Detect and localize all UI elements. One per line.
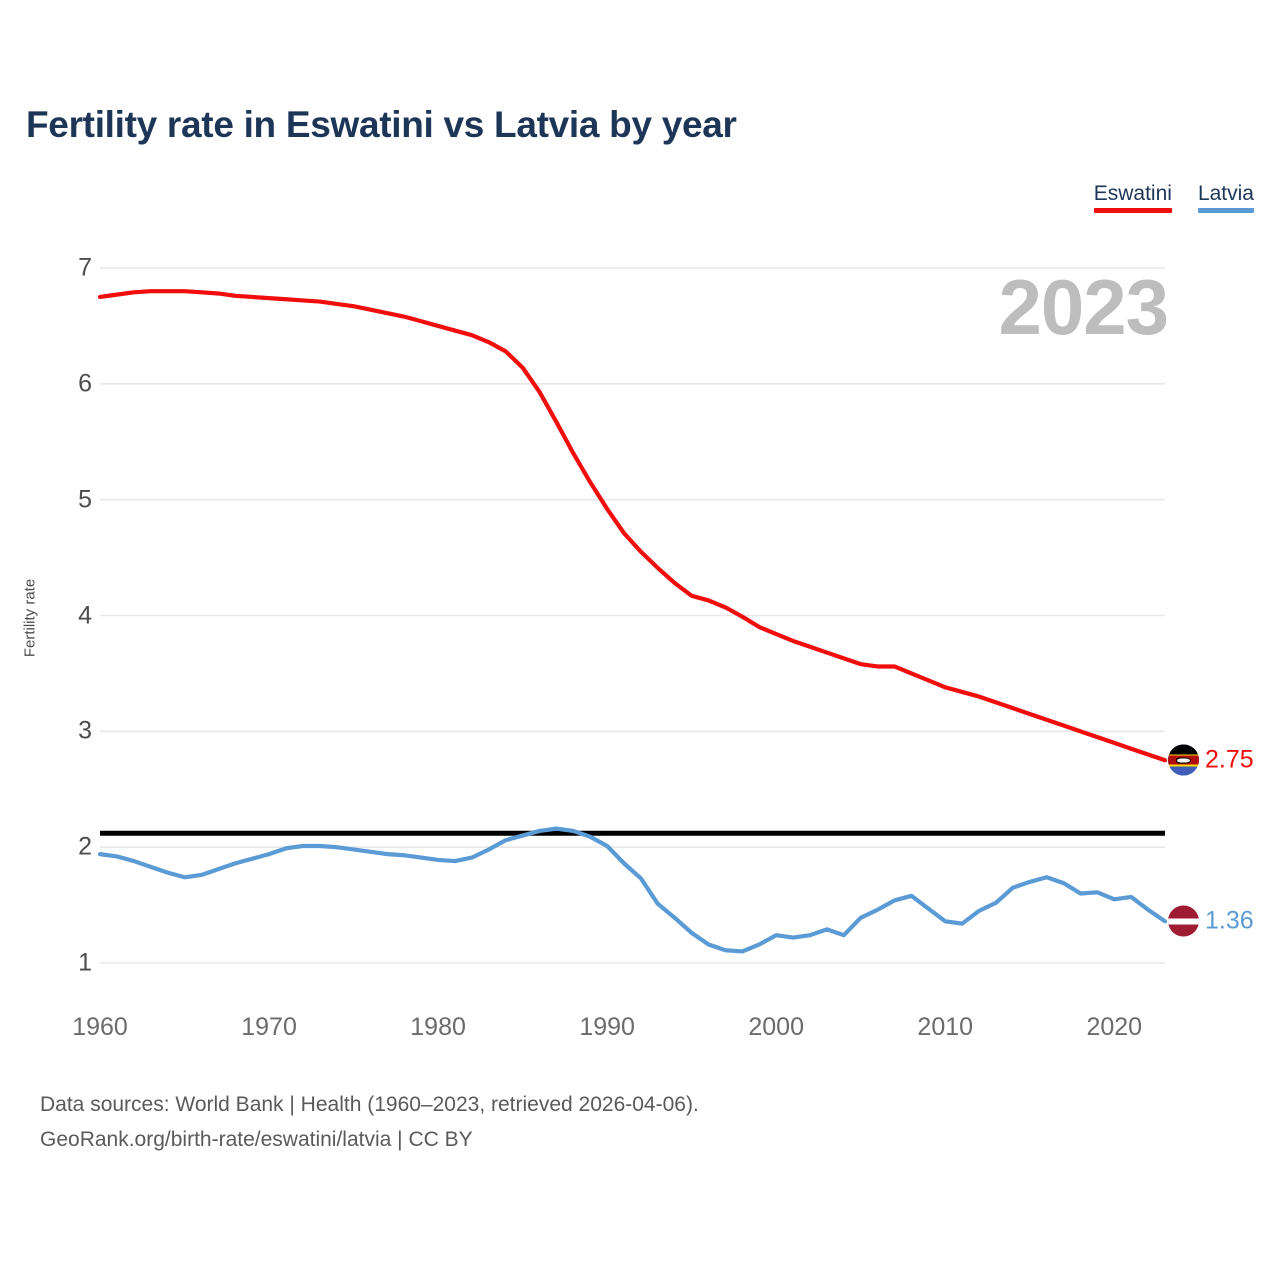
- series-line-eswatini: [97, 289, 1168, 763]
- chart-legend: Eswatini Latvia: [1093, 182, 1254, 214]
- y-axis-tick-label: 5: [78, 485, 92, 514]
- y-axis-tick-label: 6: [78, 369, 92, 398]
- page-title: Fertility rate in Eswatini vs Latvia by …: [26, 104, 737, 145]
- eswatini-endpoint-value: 2.75: [1205, 745, 1254, 774]
- x-axis-tick-label: 1990: [579, 1013, 635, 1041]
- footer-attribution: Data sources: World Bank | Health (1960–…: [40, 1088, 699, 1157]
- eswatini-flag-icon: [1168, 744, 1199, 776]
- legend-label-eswatini: Eswatini: [1093, 182, 1172, 205]
- x-axis-tick-label: 1980: [410, 1013, 466, 1041]
- series-line-latvia: [97, 826, 1168, 954]
- legend-item-latvia[interactable]: Latvia: [1197, 182, 1254, 214]
- gridlines: [100, 267, 1165, 964]
- y-axis-tick-label: 7: [78, 253, 92, 282]
- legend-item-eswatini[interactable]: Eswatini: [1093, 182, 1172, 214]
- legend-rule-latvia: [1197, 208, 1254, 214]
- legend-label-latvia: Latvia: [1197, 182, 1254, 205]
- year-watermark: 2023: [998, 263, 1169, 351]
- latvia-endpoint[interactable]: 1.36: [1168, 905, 1254, 937]
- x-axis-tick-label: 1960: [72, 1013, 128, 1041]
- y-axis-tick-label: 3: [78, 716, 92, 745]
- legend-rule-eswatini: [1093, 208, 1172, 214]
- footer-line-url: GeoRank.org/birth-rate/eswatini/latvia |…: [40, 1127, 473, 1151]
- y-axis-tick-label: 2: [78, 832, 92, 861]
- y-axis-tick-label: 1: [78, 948, 92, 977]
- latvia-flag-icon: [1168, 905, 1199, 937]
- x-axis-tick-label: 2000: [748, 1013, 804, 1041]
- latvia-endpoint-value: 1.36: [1205, 906, 1254, 935]
- x-axis-tick-label: 2010: [917, 1013, 974, 1041]
- y-axis-tick-label: 4: [78, 601, 92, 629]
- x-axis-tick-label: 1970: [241, 1013, 297, 1041]
- x-axis-tick-label: 2020: [1086, 1013, 1143, 1041]
- footer-line-sources: Data sources: World Bank | Health (1960–…: [40, 1093, 699, 1116]
- eswatini-endpoint[interactable]: 2.75: [1168, 744, 1254, 776]
